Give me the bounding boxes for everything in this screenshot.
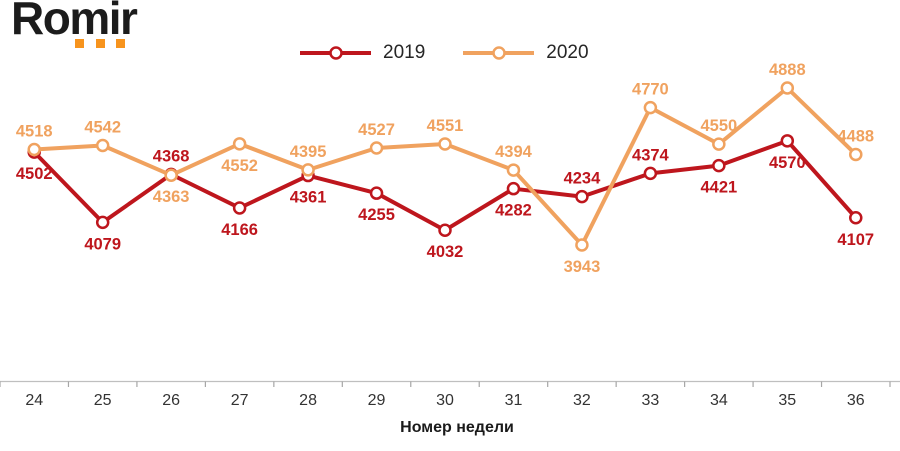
data-label-2020: 4527 — [358, 121, 395, 139]
data-label-2019: 4234 — [564, 170, 602, 188]
data-point-2020 — [780, 81, 795, 95]
x-axis-tick-label: 28 — [299, 392, 317, 409]
x-axis-tick-label: 30 — [436, 392, 454, 409]
x-axis-tick-label: 29 — [368, 392, 386, 409]
data-label-2020: 4394 — [495, 143, 533, 161]
data-label-2019: 4032 — [427, 243, 464, 261]
data-point-2020 — [643, 100, 658, 115]
data-label-2019: 4374 — [632, 146, 670, 164]
data-label-2020: 4542 — [84, 118, 121, 136]
data-label-2020: 4770 — [632, 81, 669, 99]
series-line-2020 — [32, 86, 858, 247]
data-point-2020 — [27, 142, 41, 157]
data-point-2020 — [506, 163, 521, 177]
data-point-2019 — [95, 215, 110, 230]
data-label-2019: 4502 — [16, 165, 53, 183]
data-label-2019: 4570 — [769, 154, 806, 172]
data-point-2020 — [575, 238, 589, 252]
data-point-2020 — [164, 168, 178, 182]
logo-dot-icon — [116, 39, 125, 48]
data-point-2019 — [643, 166, 658, 181]
data-point-2020 — [712, 137, 726, 151]
data-point-2020 — [438, 137, 452, 151]
legend-line-marker-icon — [463, 46, 535, 60]
x-axis-title: Номер недели — [400, 419, 514, 436]
legend-marker-2019 — [329, 46, 343, 60]
x-axis-tick-label: 26 — [162, 392, 180, 409]
data-label-2020: 4552 — [221, 157, 258, 175]
data-label-2019: 4166 — [221, 221, 258, 239]
data-label-2020: 4550 — [700, 117, 737, 135]
legend-line-marker-icon — [300, 46, 371, 60]
x-axis-tick-label: 32 — [573, 392, 591, 409]
data-label-2019: 4421 — [700, 179, 737, 197]
data-point-2019 — [575, 189, 589, 204]
x-axis-tick-label: 31 — [505, 392, 523, 409]
x-axis-tick-label: 24 — [25, 392, 43, 409]
legend-label-2020: 2020 — [546, 42, 589, 63]
data-label-2020: 4551 — [427, 117, 464, 135]
legend-marker-2020 — [492, 46, 507, 60]
legend-label-2019: 2019 — [383, 42, 426, 63]
data-point-2019 — [849, 211, 863, 225]
data-point-2020 — [849, 147, 863, 162]
data-label-2019: 4255 — [358, 206, 395, 224]
data-label-2019: 4361 — [290, 189, 327, 207]
legend-item-2019: 2019 — [298, 42, 425, 64]
data-point-2019 — [232, 201, 247, 215]
x-axis-tick-label: 27 — [231, 392, 249, 409]
logo-dot-icon — [75, 39, 84, 48]
data-point-2020 — [232, 137, 247, 151]
data-point-2020 — [95, 138, 110, 153]
data-label-2019: 4079 — [84, 235, 121, 253]
data-label-2020: 4488 — [837, 127, 874, 145]
romir-logo: Romir — [11, 0, 138, 44]
data-point-2019 — [506, 181, 521, 196]
x-axis-tick-label: 25 — [94, 392, 112, 409]
chart-legend: 2019 2020 — [298, 42, 589, 64]
data-point-2019 — [712, 158, 726, 173]
x-axis-tick-label: 35 — [778, 392, 796, 409]
data-point-2019 — [780, 134, 795, 148]
data-label-2019: 4368 — [153, 147, 190, 165]
data-point-2020 — [369, 141, 384, 155]
data-label-2020: 3943 — [564, 258, 601, 276]
x-axis-tick-label: 33 — [641, 392, 659, 409]
data-label-2020: 4518 — [16, 122, 53, 140]
data-label-2020: 4395 — [290, 143, 327, 161]
data-point-2020 — [301, 163, 315, 177]
x-axis-tick-label: 36 — [847, 392, 865, 409]
data-label-2020: 4888 — [769, 61, 806, 79]
data-label-2020: 4363 — [153, 188, 190, 206]
legend-item-2020: 2020 — [461, 42, 589, 64]
data-point-2019 — [438, 223, 452, 237]
data-point-2019 — [369, 186, 384, 200]
logo-dot-icon — [96, 39, 105, 48]
data-label-2019: 4282 — [495, 202, 532, 220]
data-label-2019: 4107 — [837, 231, 874, 249]
x-axis-tick-label: 34 — [710, 392, 728, 409]
